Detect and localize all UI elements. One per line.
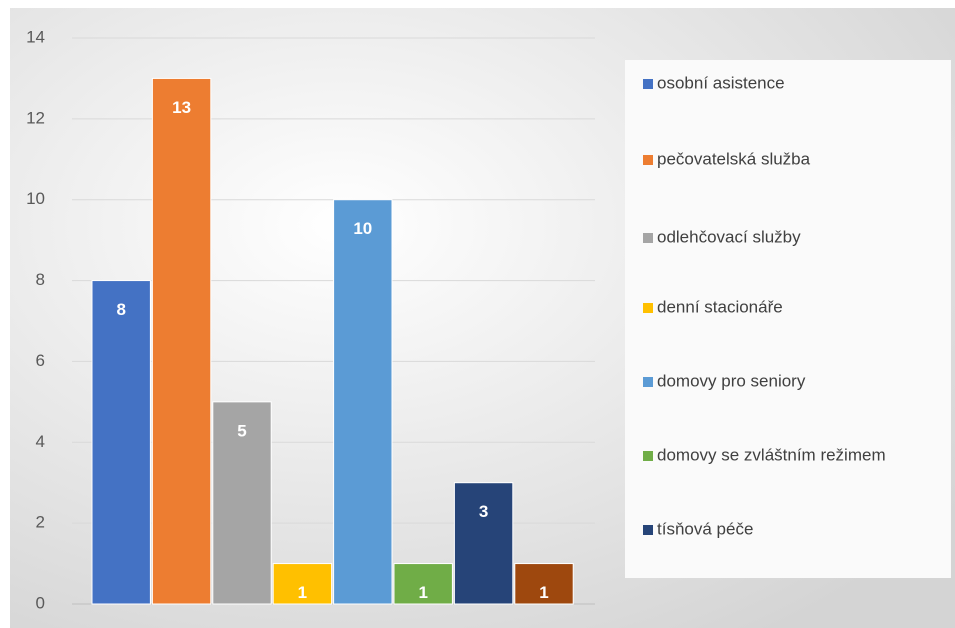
value-label: 1: [298, 583, 307, 602]
bar: [333, 199, 393, 605]
value-label: 1: [418, 583, 427, 602]
y-tick-label: 12: [26, 108, 45, 127]
legend-label: osobní asistence: [657, 73, 785, 92]
y-tick-label: 6: [36, 351, 45, 370]
bar: [514, 563, 574, 605]
y-tick-label: 2: [36, 513, 45, 532]
bar: [212, 401, 272, 605]
legend-label: denní stacionáře: [657, 297, 783, 316]
legend-swatch: [643, 79, 653, 89]
legend-box: [625, 60, 951, 578]
legend-swatch: [643, 155, 653, 165]
value-label: 13: [172, 98, 191, 117]
legend-swatch: [643, 377, 653, 387]
value-label: 3: [479, 502, 488, 521]
bar: [151, 77, 212, 605]
legend-label: pečovatelská služba: [657, 149, 811, 168]
legend-label: tísňová péče: [657, 519, 753, 538]
legend-label: domovy se zvláštním režimem: [657, 445, 886, 464]
value-label: 10: [353, 219, 372, 238]
legend-label: odlehčovací služby: [657, 227, 801, 246]
legend-swatch: [643, 303, 653, 313]
y-tick-label: 8: [36, 270, 45, 289]
value-label: 1: [539, 583, 548, 602]
legend-swatch: [643, 525, 653, 535]
legend-swatch: [643, 233, 653, 243]
value-label: 8: [116, 300, 125, 319]
bar: [272, 563, 333, 605]
y-tick-label: 10: [26, 189, 45, 208]
legend-swatch: [643, 451, 653, 461]
bar: [91, 280, 151, 605]
y-tick-label: 0: [36, 593, 45, 612]
bar: [453, 482, 514, 605]
bar: [393, 563, 453, 605]
value-label: 5: [237, 421, 246, 440]
y-tick-label: 14: [26, 27, 45, 46]
legend-label: domovy pro seniory: [657, 371, 806, 390]
y-tick-label: 4: [36, 432, 45, 451]
